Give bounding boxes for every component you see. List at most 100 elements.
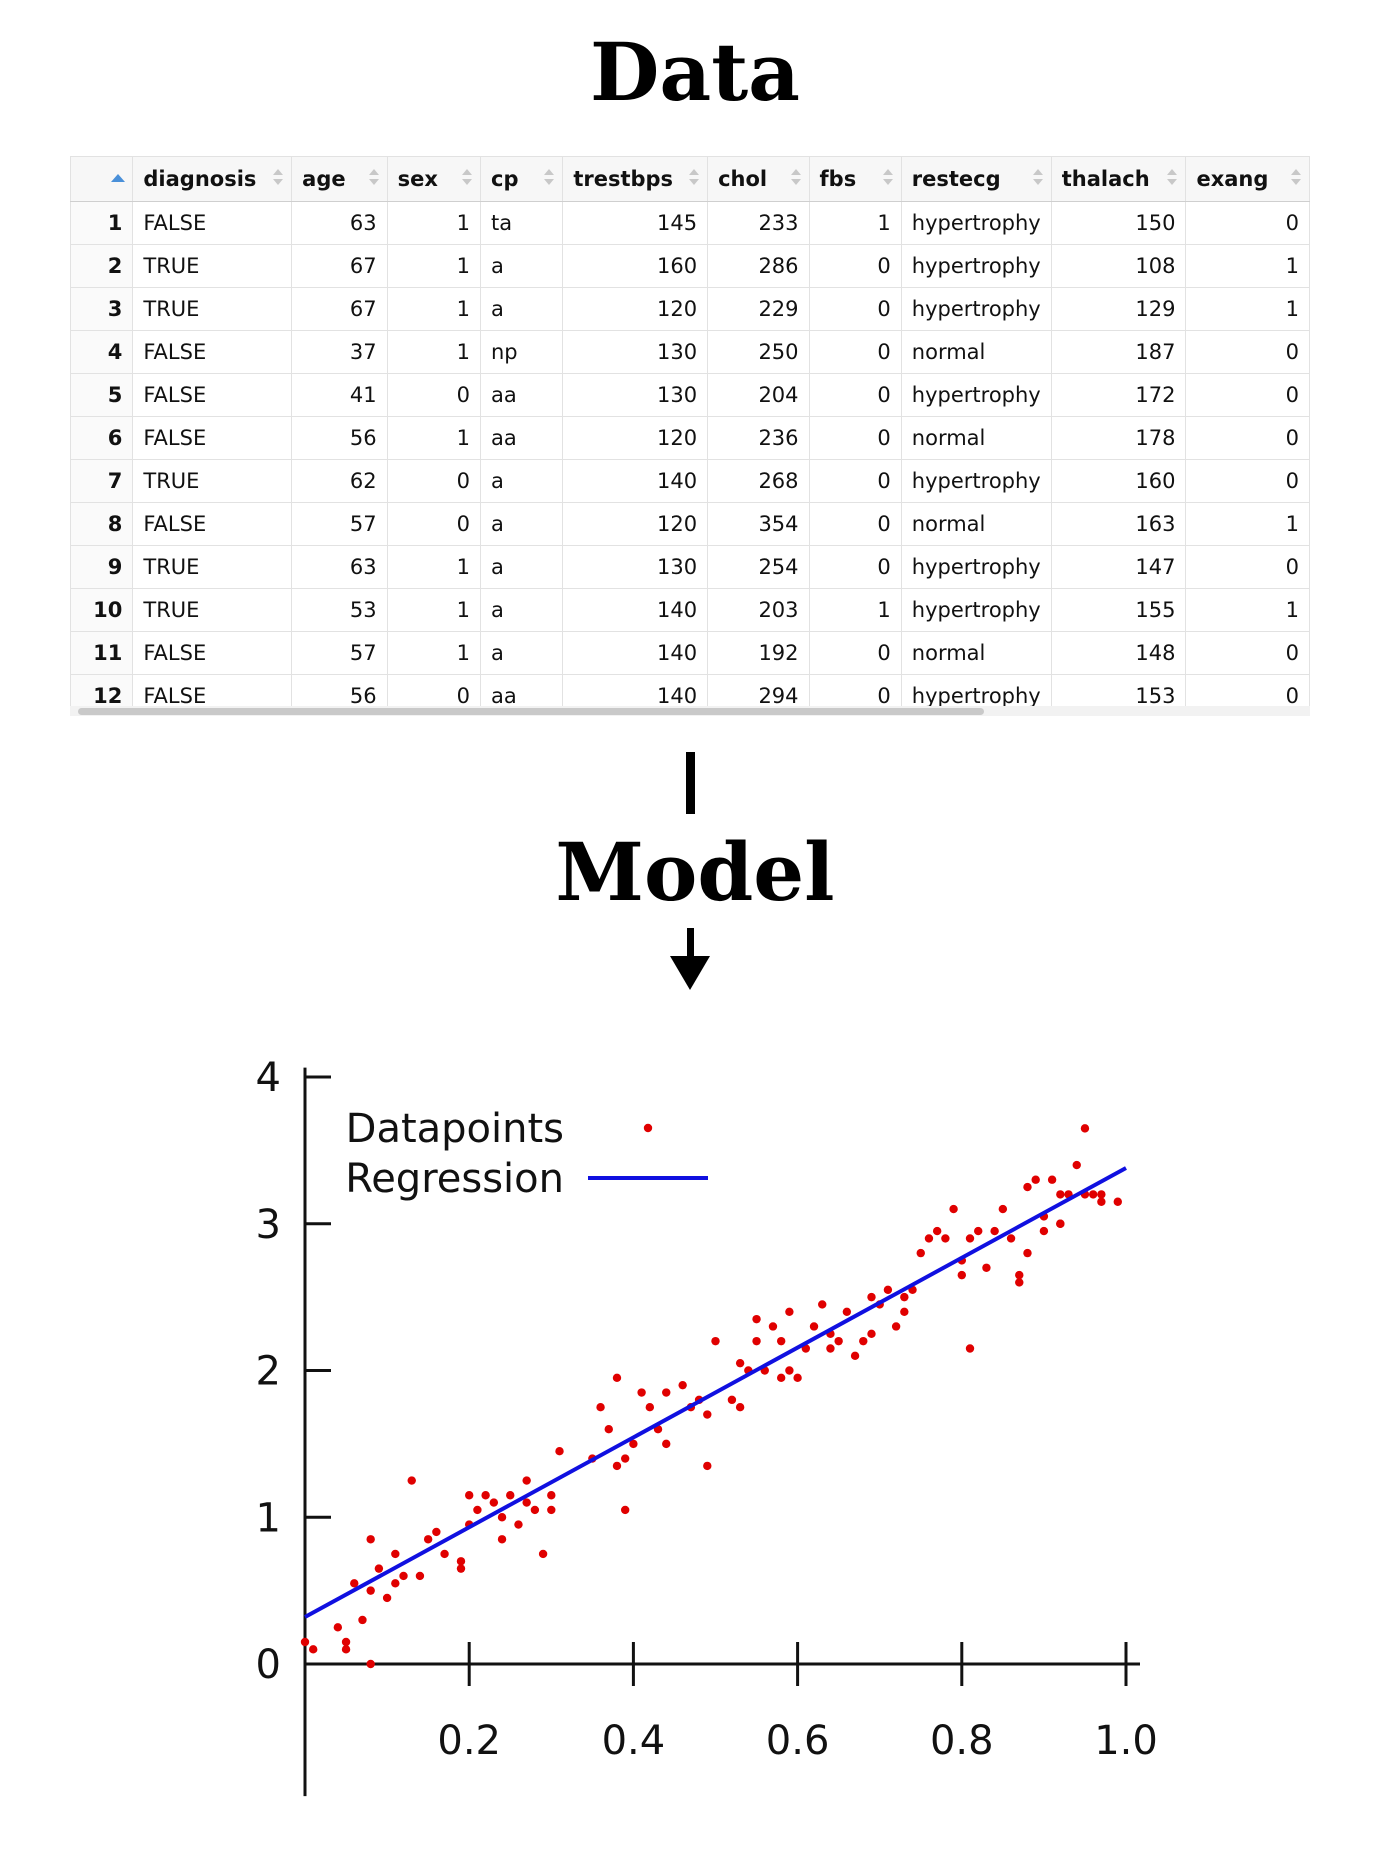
row-index-cell: 6 xyxy=(70,416,134,460)
y-tick-label: 0 xyxy=(256,1642,281,1688)
datapoint xyxy=(555,1447,564,1456)
datapoint xyxy=(366,1535,375,1544)
datapoint xyxy=(1113,1197,1122,1206)
sort-arrows-icon xyxy=(1291,167,1301,189)
datapoint xyxy=(423,1535,433,1544)
datapoint xyxy=(350,1579,359,1588)
column-header-exang[interactable]: exang xyxy=(1185,156,1310,202)
table-cell: 178 xyxy=(1050,416,1187,460)
data-heading: Data xyxy=(590,25,800,119)
column-header-label: trestbps xyxy=(573,167,674,191)
datapoint xyxy=(522,1476,531,1485)
table-cell: 0 xyxy=(1185,631,1310,675)
table-cell: aa xyxy=(479,416,564,460)
datapoint xyxy=(1056,1219,1065,1228)
table-cell: 147 xyxy=(1050,545,1187,589)
down-arrow-shaft xyxy=(687,928,694,958)
datapoint xyxy=(522,1498,531,1507)
table-cell: 0 xyxy=(386,373,482,417)
table-cell: 41 xyxy=(291,373,388,417)
datapoint xyxy=(662,1388,671,1397)
column-header-age[interactable]: age xyxy=(291,156,388,202)
column-header-thalach[interactable]: thalach xyxy=(1050,156,1187,202)
table-cell: 130 xyxy=(562,330,709,374)
table-cell: a xyxy=(479,244,564,288)
datapoint xyxy=(645,1402,655,1412)
table-cell: FALSE xyxy=(132,330,293,374)
datapoint xyxy=(456,1557,466,1566)
table-cell: 1 xyxy=(386,545,482,589)
column-header-diagnosis[interactable]: diagnosis xyxy=(132,156,293,202)
column-header-trestbps[interactable]: trestbps xyxy=(562,156,709,202)
datapoint xyxy=(850,1351,860,1361)
datapoint xyxy=(341,1637,351,1647)
column-header-sex[interactable]: sex xyxy=(386,156,482,202)
table-row: 2 TRUE 67 1 a 160 286 0 hypertrophy 108 1 xyxy=(70,244,1310,288)
y-tick-label: 1 xyxy=(256,1495,281,1541)
table-cell: 160 xyxy=(1050,459,1187,503)
datapoint xyxy=(826,1344,835,1353)
x-tick-label: 0.2 xyxy=(437,1718,501,1764)
datapoint xyxy=(1047,1175,1057,1184)
table-cell: 163 xyxy=(1050,502,1187,546)
column-header-restecg[interactable]: restecg xyxy=(900,156,1052,202)
scrollbar-thumb[interactable] xyxy=(78,708,984,715)
table-header-row: diagnosis age sex cp trestbps chol fbs restecg t… xyxy=(70,156,1310,202)
datapoint xyxy=(1023,1248,1032,1258)
table-cell: 1 xyxy=(386,416,482,460)
datapoint xyxy=(735,1402,745,1412)
horizontal-scrollbar[interactable] xyxy=(70,706,1310,716)
datapoint xyxy=(366,1586,375,1595)
datapoint xyxy=(456,1564,466,1573)
table-cell: a xyxy=(479,545,564,589)
column-header-chol[interactable]: chol xyxy=(707,156,810,202)
column-header-label: exang xyxy=(1196,167,1269,191)
column-header-fbs[interactable]: fbs xyxy=(808,156,902,202)
table-row: 9 TRUE 63 1 a 130 254 0 hypertrophy 147 0 xyxy=(70,545,1310,589)
datapoint xyxy=(957,1270,966,1280)
table-cell: 0 xyxy=(808,459,902,503)
legend-marker-datapoints xyxy=(643,1123,653,1133)
datapoint xyxy=(374,1564,384,1573)
datapoint xyxy=(473,1505,482,1515)
datapoint xyxy=(341,1645,351,1654)
index-column-header[interactable] xyxy=(70,156,134,202)
table-row: 4 FALSE 37 1 np 130 250 0 normal 187 0 xyxy=(70,330,1310,374)
datapoint xyxy=(637,1388,646,1397)
table-cell: 108 xyxy=(1050,244,1187,288)
table-cell: 172 xyxy=(1050,373,1187,417)
table-cell: 1 xyxy=(1185,588,1310,632)
datapoint xyxy=(916,1248,925,1258)
datapoint xyxy=(776,1373,786,1383)
sort-arrows-icon xyxy=(368,167,379,189)
column-header-label: age xyxy=(302,167,346,191)
datapoint xyxy=(530,1505,540,1515)
datapoint xyxy=(785,1307,794,1317)
sort-arrows-icon xyxy=(790,167,801,189)
table-cell: 250 xyxy=(707,330,810,374)
table-cell: 0 xyxy=(808,545,902,589)
column-header-label: thalach xyxy=(1061,167,1150,191)
table-cell: a xyxy=(479,502,564,546)
datapoint xyxy=(768,1322,778,1331)
table-row: 10 TRUE 53 1 a 140 203 1 hypertrophy 155 1 xyxy=(70,588,1310,632)
table-cell: TRUE xyxy=(132,459,293,503)
datapoint xyxy=(785,1366,794,1375)
table-cell: 0 xyxy=(808,244,902,288)
datapoint xyxy=(809,1322,819,1331)
datapoint xyxy=(932,1226,942,1236)
column-header-cp[interactable]: cp xyxy=(479,156,564,202)
sort-arrows-icon xyxy=(273,167,284,189)
table-cell: hypertrophy xyxy=(900,373,1052,417)
row-index-cell: 8 xyxy=(70,502,134,546)
datapoint xyxy=(612,1461,622,1471)
datapoint xyxy=(1056,1190,1065,1199)
table-cell: normal xyxy=(900,631,1052,675)
model-heading: Model xyxy=(555,825,835,919)
table-row: 1 FALSE 63 1 ta 145 233 1 hypertrophy 150 0 xyxy=(70,201,1310,245)
table-cell: 130 xyxy=(562,373,709,417)
table-cell: a xyxy=(479,588,564,632)
datapoint xyxy=(998,1204,1008,1214)
column-header-label: fbs xyxy=(819,167,857,191)
table-cell: 268 xyxy=(707,459,810,503)
